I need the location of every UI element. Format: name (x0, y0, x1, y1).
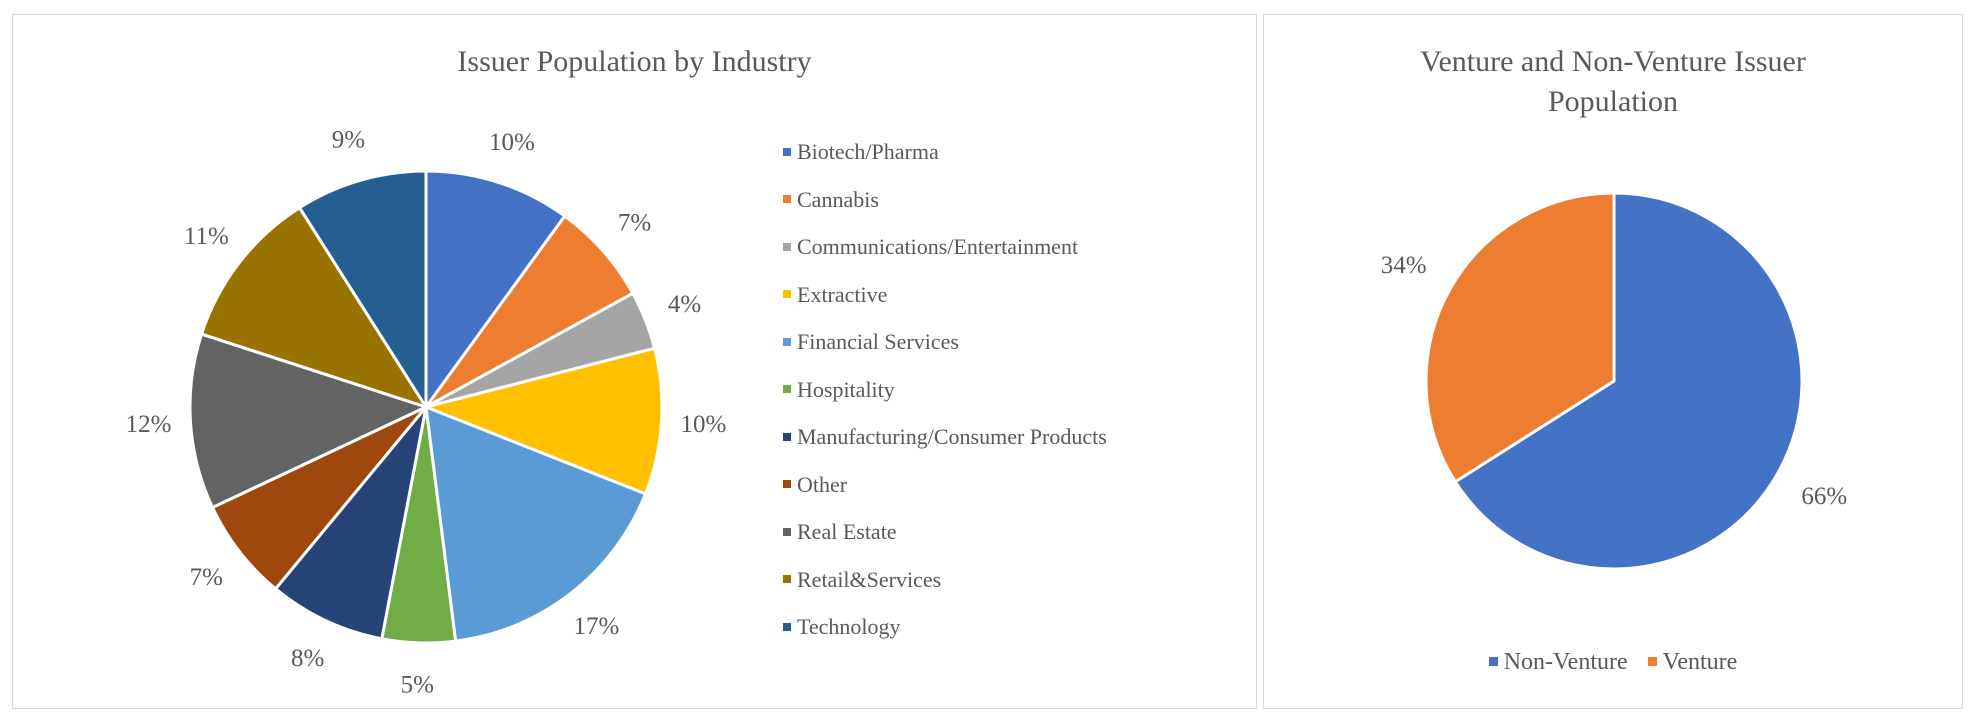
legend-label: Technology (797, 614, 901, 639)
venture-legend-item-non-venture: Non-Venture (1488, 649, 1628, 676)
legend-label: Financial Services (797, 329, 959, 354)
legend-swatch (1647, 656, 1657, 666)
industry-pie-svg: 10% 7% 4% 10% 17% 5% 8% 7% 12% 11% 9% (126, 127, 727, 699)
venture-pie-svg: 66% 34% (1381, 191, 1847, 571)
legend-swatch (783, 480, 791, 489)
industry-label-biotech-pharma: 10% (489, 129, 535, 156)
venture-slice-venture (1424, 191, 1616, 484)
industry-label-cannabis: 7% (618, 210, 651, 237)
legend-label: Cannabis (797, 186, 879, 212)
legend-swatch (783, 385, 791, 394)
venture-label-non-venture: 66% (1801, 483, 1847, 510)
legend-swatch (783, 337, 791, 346)
industry-slice-extractive (424, 346, 664, 496)
legend-swatch (783, 290, 791, 299)
legend-label: Other (797, 471, 848, 497)
industry-legend-item-real-estate: Real Estate (783, 519, 897, 545)
industry-chart-panel: Issuer Population by Industry 10% 7% 4% 10%… (12, 14, 1257, 709)
industry-legend-item-other: Other (783, 472, 847, 498)
venture-legend-item-venture: Venture (1647, 649, 1738, 676)
industry-legend-item-biotech-pharma: Biotech/Pharma (783, 139, 939, 165)
industry-legend-item-technology: Technology (783, 614, 901, 640)
venture-label-venture: 34% (1381, 252, 1427, 279)
legend-swatch (783, 527, 791, 536)
venture-chart-panel: Venture and Non-Venture Issuer Populatio… (1263, 14, 1963, 709)
industry-label-financial-services: 17% (573, 613, 619, 640)
venture-chart-title-line2: Population (1547, 85, 1678, 118)
venture-chart-title-line1: Venture and Non-Venture Issuer (1420, 45, 1806, 78)
industry-slice-other (210, 405, 428, 591)
legend-label: Extractive (797, 281, 888, 307)
industry-slice-real-estate (188, 332, 428, 509)
industry-legend-item-communications-entertainment: Communications/Entertainment (783, 234, 1078, 260)
industry-slice-retail-services (200, 206, 428, 409)
legend-label: Hospitality (797, 376, 895, 402)
legend-label: Real Estate (797, 519, 897, 544)
legend-swatch (783, 242, 791, 251)
industry-chart-title: Issuer Population by Industry (457, 45, 812, 78)
venture-legend: Non-Venture Venture (1264, 649, 1962, 676)
legend-swatch (783, 147, 791, 156)
industry-slice-technology (298, 169, 428, 409)
legend-swatch (783, 575, 791, 584)
industry-label-other: 7% (190, 564, 223, 591)
legend-swatch (783, 432, 791, 441)
industry-legend-item-retail-services: Retail&Services (783, 567, 941, 593)
legend-label: Biotech/Pharma (797, 139, 939, 164)
industry-slice-cannabis (424, 214, 635, 409)
industry-legend-item-hospitality: Hospitality (783, 377, 895, 403)
industry-slice-biotech-pharma (424, 169, 567, 409)
industry-label-extractive: 10% (681, 411, 727, 438)
industry-label-communications-entertainment: 4% (668, 291, 701, 318)
legend-label: Manufacturing/Consumer Products (797, 424, 1107, 449)
industry-legend-item-cannabis: Cannabis (783, 187, 879, 213)
industry-slice-financial-services (424, 405, 647, 643)
industry-label-technology: 9% (332, 127, 365, 154)
industry-label-manufacturing-consumer-products: 8% (291, 645, 324, 672)
industry-label-real-estate: 12% (126, 411, 172, 438)
industry-slice-manufacturing-consumer-products (274, 405, 428, 641)
legend-label: Retail&Services (797, 566, 942, 592)
legend-label: Venture (1662, 649, 1738, 675)
legend-label: Communications/Entertainment (797, 234, 1079, 259)
legend-label: Non-Venture (1503, 649, 1628, 675)
industry-legend-item-extractive: Extractive (783, 282, 887, 308)
industry-label-retail-services: 11% (184, 223, 229, 250)
legend-swatch (1488, 656, 1498, 666)
legend-swatch (783, 195, 791, 204)
legend-swatch (783, 622, 791, 631)
industry-label-hospitality: 5% (401, 671, 434, 698)
industry-legend-item-financial-services: Financial Services (783, 329, 959, 355)
industry-legend-item-manufacturing-consumer-products: Manufacturing/Consumer Products (783, 424, 1107, 450)
venture-slice-non-venture (1453, 191, 1804, 571)
